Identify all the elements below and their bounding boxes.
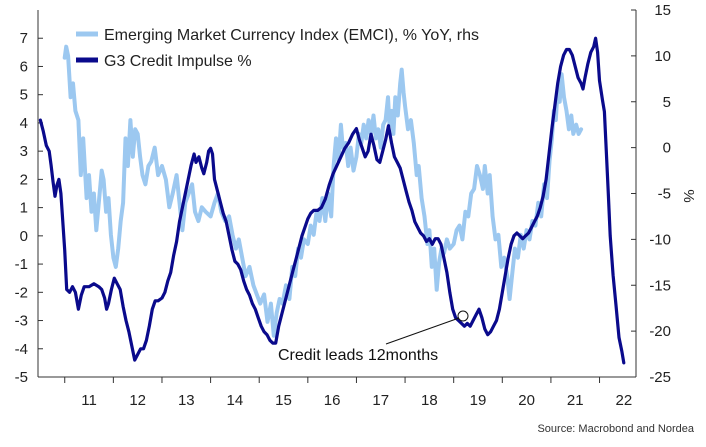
right-tick-label: -5	[658, 186, 671, 203]
series-layer	[38, 36, 626, 365]
left-tick-label: -1	[15, 256, 28, 273]
right-tick-label: -10	[649, 231, 671, 248]
right-axis-label: %	[680, 189, 697, 202]
legend-label-credit: G3 Credit Impulse %	[104, 53, 252, 70]
annotation-marker	[457, 310, 469, 322]
left-tick-label: 5	[20, 87, 28, 104]
series-line-credit-impulse	[38, 36, 626, 365]
x-tick-label: 12	[129, 392, 146, 409]
right-tick-label: -20	[649, 323, 671, 340]
left-tick-label: 7	[20, 30, 28, 47]
left-tick-label: 3	[20, 143, 28, 160]
series-line-emci	[62, 44, 584, 338]
legend: Emerging Market Currency Index (EMCI), %…	[76, 27, 479, 70]
left-tick-label: -4	[15, 341, 28, 358]
annotation-leader-line	[385, 317, 460, 345]
legend-label-emci: Emerging Market Currency Index (EMCI), %…	[104, 27, 479, 44]
x-tick-label: 17	[372, 392, 389, 409]
x-tick-label: 16	[324, 392, 341, 409]
right-tick-label: 10	[654, 48, 671, 65]
left-tick-label: -2	[15, 284, 28, 301]
x-tick-label: 21	[567, 392, 584, 409]
x-tick-label: 20	[518, 392, 535, 409]
right-tick-label: 15	[654, 2, 671, 19]
right-tick-label: -15	[649, 277, 671, 294]
x-tick-label: 19	[470, 392, 487, 409]
left-tick-label: -5	[15, 369, 28, 386]
source-note: Source: Macrobond and Nordea	[537, 423, 694, 435]
x-tick-label: 13	[178, 392, 195, 409]
left-tick-label: 0	[20, 228, 28, 245]
left-tick-label: 2	[20, 171, 28, 188]
x-tick-label: 15	[275, 392, 292, 409]
left-tick-label: 4	[20, 115, 28, 132]
left-tick-label: 6	[20, 58, 28, 75]
left-tick-label: 1	[20, 200, 28, 217]
right-tick-label: 5	[663, 94, 671, 111]
x-tick-label: 11	[81, 392, 97, 409]
right-tick-label: 0	[663, 140, 671, 157]
left-tick-label: -3	[15, 313, 28, 330]
x-tick-label: 22	[616, 392, 633, 409]
right-tick-label: -25	[649, 369, 671, 386]
annotation-text: Credit leads 12months	[278, 347, 438, 364]
x-tick-label: 14	[227, 392, 244, 409]
x-tick-label: 18	[421, 392, 438, 409]
axes: -5-4-3-2-101234567-25-20-15-10-505101511…	[15, 2, 671, 409]
annotation: Credit leads 12months	[278, 310, 469, 364]
